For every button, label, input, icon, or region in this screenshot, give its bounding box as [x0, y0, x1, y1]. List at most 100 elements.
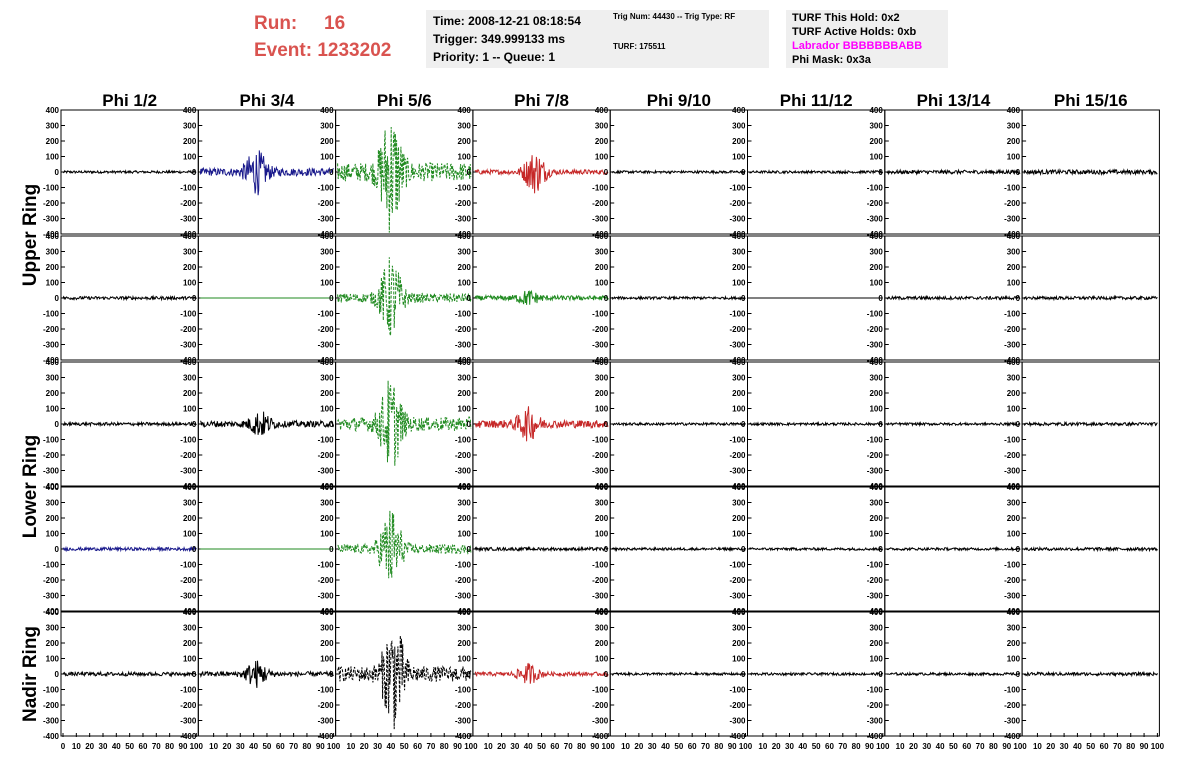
y-tick-label: 400: [183, 106, 197, 115]
y-tick-label: 100: [869, 279, 883, 288]
waveform-trace: [337, 380, 472, 466]
y-tick-label: -200: [867, 199, 884, 208]
y-tick-label: 100: [183, 530, 197, 539]
y-tick-label: 0: [741, 294, 746, 303]
y-tick-label: -200: [729, 451, 746, 460]
y-tick-label: 100: [46, 530, 60, 539]
x-tick-label: 70: [564, 742, 573, 751]
y-tick-label: 300: [595, 374, 609, 383]
ring-label: Upper Ring: [20, 184, 41, 286]
x-tick-label: 70: [838, 742, 847, 751]
y-tick-label: 400: [732, 106, 746, 115]
y-tick-label: 0: [1016, 545, 1021, 554]
y-tick-label: 200: [46, 514, 60, 523]
y-tick-label: 0: [1016, 168, 1021, 177]
run-label: Run:: [254, 13, 298, 34]
y-tick-label: -400: [1004, 732, 1021, 741]
y-tick-label: -200: [318, 576, 335, 585]
y-tick-label: 400: [1007, 483, 1021, 492]
x-tick-label: 100: [602, 742, 616, 751]
x-tick-label: 20: [497, 742, 506, 751]
y-tick-label: -100: [318, 561, 335, 570]
y-tick-label: 300: [46, 374, 60, 383]
x-tick-label: 40: [386, 742, 395, 751]
y-tick-label: -100: [43, 686, 60, 695]
y-tick-label: 200: [595, 389, 609, 398]
y-tick-label: -200: [867, 325, 884, 334]
waveform-trace: [199, 660, 334, 688]
x-tick-label: 80: [440, 742, 449, 751]
y-tick-label: 400: [732, 483, 746, 492]
y-tick-label: 200: [458, 639, 472, 648]
column-header: Phi 7/8: [514, 91, 569, 110]
y-tick-label: 0: [55, 168, 60, 177]
y-tick-label: -300: [729, 717, 746, 726]
column-header: Phi 3/4: [240, 91, 295, 110]
y-tick-label: 200: [732, 514, 746, 523]
y-tick-label: -400: [318, 230, 335, 239]
y-tick-label: -300: [43, 592, 60, 601]
y-tick-label: 100: [595, 655, 609, 664]
y-tick-label: 0: [329, 420, 334, 429]
y-tick-label: 300: [320, 499, 334, 508]
y-tick-label: 200: [183, 137, 197, 146]
y-tick-label: 100: [320, 279, 334, 288]
y-tick-label: 0: [466, 420, 471, 429]
y-tick-label: 300: [320, 248, 334, 257]
x-tick-label: 90: [590, 742, 599, 751]
y-tick-label: 400: [732, 358, 746, 367]
y-tick-label: -300: [455, 215, 472, 224]
y-tick-label: 100: [1007, 153, 1021, 162]
y-tick-label: 100: [320, 405, 334, 414]
y-tick-label: 200: [595, 514, 609, 523]
x-tick-label: 50: [400, 742, 409, 751]
waveform-trace: [1023, 294, 1158, 302]
column-header: Phi 15/16: [1054, 91, 1128, 110]
y-tick-label: 200: [320, 137, 334, 146]
y-tick-label: 400: [46, 483, 60, 492]
x-tick-label: 50: [125, 742, 134, 751]
y-tick-label: -100: [180, 184, 197, 193]
y-tick-label: -300: [592, 467, 609, 476]
y-tick-label: 200: [320, 514, 334, 523]
x-tick-label: 10: [72, 742, 81, 751]
y-tick-label: 400: [869, 483, 883, 492]
y-tick-label: 300: [458, 624, 472, 633]
y-tick-label: 200: [732, 263, 746, 272]
y-tick-label: -200: [455, 576, 472, 585]
y-tick-label: 300: [1007, 624, 1021, 633]
waveform-trace: [474, 155, 609, 194]
column-header: Phi 9/10: [647, 91, 711, 110]
y-tick-label: -100: [592, 561, 609, 570]
y-tick-label: -400: [318, 732, 335, 741]
y-tick-label: -300: [318, 215, 335, 224]
x-tick-label: 50: [262, 742, 271, 751]
waveform-trace: [337, 126, 472, 233]
y-tick-label: 400: [1007, 358, 1021, 367]
y-tick-label: -400: [1004, 230, 1021, 239]
y-tick-label: -200: [43, 451, 60, 460]
y-tick-label: 100: [46, 655, 60, 664]
y-tick-label: 100: [320, 530, 334, 539]
y-tick-label: -300: [43, 341, 60, 350]
y-tick-label: 400: [320, 106, 334, 115]
x-tick-label: 30: [922, 742, 931, 751]
column-header: Phi 5/6: [377, 91, 432, 110]
y-tick-label: -200: [592, 325, 609, 334]
x-tick-label: 60: [550, 742, 559, 751]
y-tick-label: 300: [183, 499, 197, 508]
y-tick-label: 400: [1007, 232, 1021, 241]
y-tick-label: 400: [183, 232, 197, 241]
y-tick-label: 200: [458, 389, 472, 398]
y-tick-label: -300: [867, 467, 884, 476]
waveform-trace: [749, 420, 884, 427]
y-tick-label: -200: [1004, 199, 1021, 208]
y-tick-label: 0: [878, 670, 883, 679]
y-tick-label: -100: [729, 686, 746, 695]
y-tick-label: 300: [46, 248, 60, 257]
y-tick-label: 100: [458, 530, 472, 539]
y-tick-label: 300: [183, 374, 197, 383]
y-tick-label: 100: [458, 405, 472, 414]
waveform-trace: [474, 662, 609, 684]
y-tick-label: 0: [192, 294, 197, 303]
